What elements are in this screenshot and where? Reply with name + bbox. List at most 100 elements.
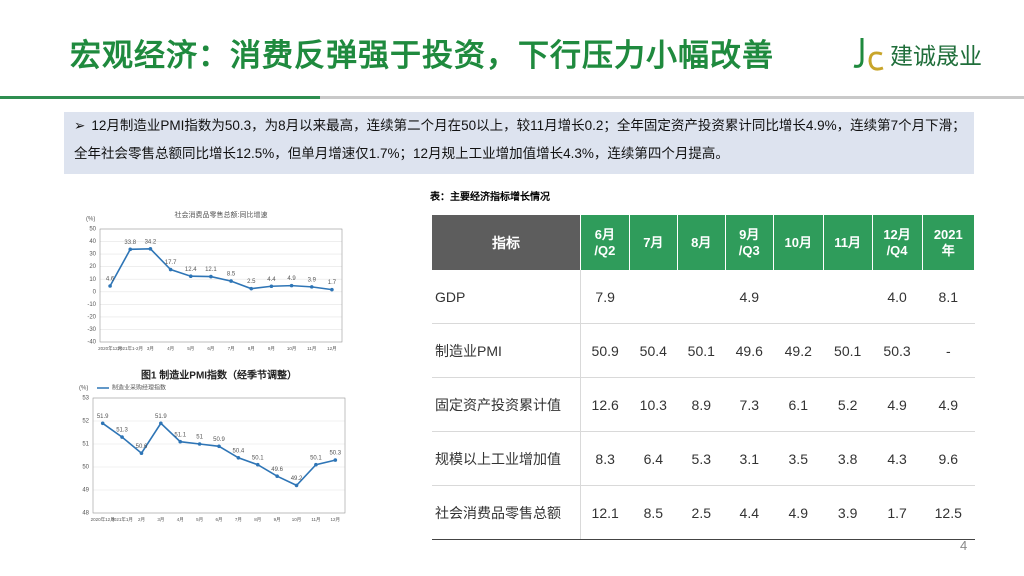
- data-point: [330, 287, 334, 292]
- data-label: 50.9: [213, 437, 225, 443]
- chart-title: 图1 制造业PMI指数（经季节调整）: [141, 369, 297, 382]
- table-row: 社会消费品零售总额 12.1 8.5 2.5 4.4 4.9 3.9 1.7 12.5: [432, 485, 975, 540]
- y-tick-label: -30: [87, 327, 96, 333]
- table-cell: 4.3: [872, 431, 923, 486]
- table-cell: 12.1: [580, 485, 630, 540]
- y-tick-label: 20: [89, 264, 96, 270]
- x-tick-label: 10月: [287, 346, 297, 352]
- data-label: 1.7: [328, 280, 337, 286]
- table-row: 固定资产投资累计值 12.6 10.3 8.9 7.3 6.1 5.2 4.9 4.9: [432, 377, 975, 432]
- data-label: 51.1: [174, 432, 186, 438]
- y-tick-label: 50: [82, 465, 89, 471]
- y-tick-label: -10: [87, 302, 96, 308]
- data-point: [120, 435, 124, 439]
- data-label: 50.1: [252, 455, 264, 461]
- table-cell: 1.7: [872, 485, 923, 540]
- data-point: [229, 279, 233, 283]
- data-point: [289, 283, 294, 288]
- y-tick-label: 48: [82, 511, 89, 517]
- table-cell: 49.6: [725, 323, 774, 378]
- x-tick-label: 7月: [228, 346, 235, 352]
- data-point: [269, 284, 274, 289]
- column-header: 12月 /Q4: [872, 215, 923, 270]
- data-label: 4.6: [106, 277, 115, 283]
- slide-title: 宏观经济：消费反弹强于投资，下行压力小幅改善: [70, 38, 774, 73]
- logo-text: 建诚晟业: [890, 43, 982, 69]
- x-tick-label: 2020年12月: [98, 345, 122, 352]
- data-label: 50.1: [310, 455, 322, 461]
- data-point: [314, 462, 318, 467]
- x-tick-label: 2021年1-2月: [117, 345, 143, 352]
- table-cell: 6.1: [773, 377, 824, 432]
- data-label: 33.8: [124, 240, 136, 246]
- x-tick-label: 11月: [311, 517, 320, 523]
- table-cell: -: [922, 323, 975, 378]
- table-cell: 4.9: [922, 377, 975, 432]
- data-label: 49.2: [291, 476, 303, 482]
- data-point: [294, 483, 299, 488]
- table-cell: 8.3: [580, 431, 630, 486]
- y-tick-label: 52: [82, 419, 89, 425]
- x-tick-label: 12月: [331, 517, 341, 523]
- x-tick-label: 3月: [147, 346, 154, 352]
- table-cell: 3.1: [725, 431, 774, 486]
- logo-mark: [853, 38, 884, 71]
- table-cell: 9.6: [922, 431, 975, 486]
- table-cell: 50.1: [823, 323, 873, 378]
- logo: 建诚晟业: [850, 34, 982, 74]
- plot-frame: [92, 397, 346, 514]
- y-tick-label: 10: [89, 277, 96, 283]
- indicator-table: 指标 6月 /Q2 7月 8月 9月 /Q3 10月 11月 12月 /Q4 2021 年 GDP…: [432, 215, 976, 540]
- table-cell: 3.9: [823, 485, 873, 540]
- header-rule: [0, 96, 1024, 99]
- x-tick-label: 7月: [235, 517, 242, 523]
- data-point: [249, 286, 254, 291]
- data-point: [255, 462, 260, 467]
- data-label: 2.5: [247, 279, 256, 285]
- data-point: [168, 267, 173, 272]
- table-cell: 7.9: [580, 270, 630, 324]
- table-cell: 8.5: [629, 485, 678, 540]
- column-header: 10月: [773, 215, 824, 270]
- table-cell: 8.9: [677, 377, 726, 432]
- table-cell: 6.4: [629, 431, 678, 486]
- table-row: GDP 7.9 4.9 4.0 8.1: [432, 270, 975, 324]
- table-cell: 5.3: [677, 431, 726, 486]
- data-point: [333, 458, 338, 462]
- table-cell: 4.0: [872, 270, 923, 324]
- y-tick-label: 50: [89, 227, 96, 233]
- table-cell: 50.9: [580, 323, 630, 378]
- data-point: [236, 456, 241, 460]
- x-tick-label: 8月: [254, 517, 261, 523]
- data-label: 12.1: [205, 267, 217, 273]
- summary-box: ➢ 12月制造业PMI指数为50.3，为8月以来最高，连续第二个月在50以上，较1…: [64, 112, 974, 174]
- data-point: [309, 285, 314, 289]
- x-tick-label: 9月: [268, 346, 275, 352]
- data-label: 49.6: [271, 467, 283, 473]
- x-tick-label: 3月: [157, 517, 164, 523]
- data-label: 50.3: [329, 451, 341, 457]
- x-tick-label: 2月: [138, 517, 145, 523]
- plot-frame: [99, 228, 343, 343]
- data-label: 51: [196, 435, 203, 441]
- table-cell: 社会消费品零售总额: [432, 485, 581, 540]
- y-tick-label: 30: [89, 252, 96, 258]
- data-point: [188, 274, 193, 279]
- table-cell: 4.4: [725, 485, 774, 540]
- data-label: 51.9: [155, 414, 167, 420]
- table-cell: 2.5: [677, 485, 726, 540]
- y-tick-label: 53: [82, 396, 89, 402]
- data-point: [217, 444, 221, 449]
- table-cell: [677, 270, 726, 324]
- column-header: 指标: [432, 215, 581, 270]
- table-cell: 12.5: [922, 485, 975, 540]
- data-point: [100, 421, 105, 426]
- table-cell: 固定资产投资累计值: [432, 377, 581, 432]
- x-tick-label: 4月: [167, 346, 174, 352]
- data-point: [275, 474, 279, 478]
- retail-chart: 社会消费品零售总额:同比增速 (%) -40 -30 -20 -10 0 10 20 30 40 50…: [86, 210, 343, 352]
- x-tick-label: 2021年1月: [111, 516, 133, 523]
- data-point: [139, 451, 144, 455]
- data-point: [197, 442, 202, 446]
